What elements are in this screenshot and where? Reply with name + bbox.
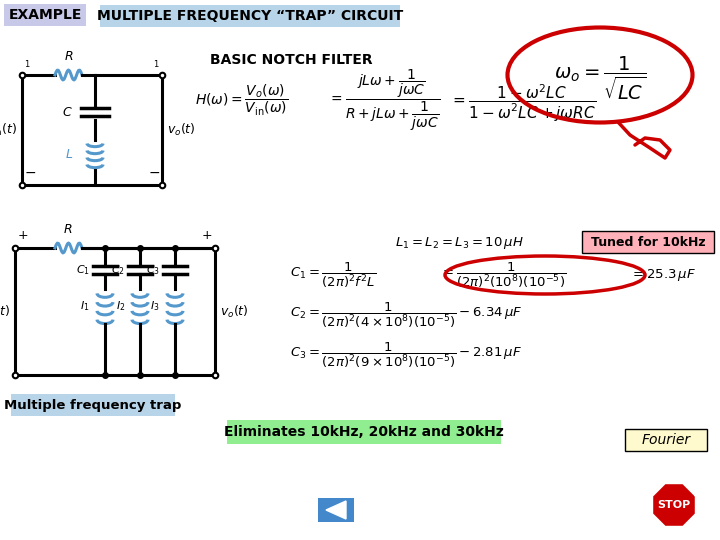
- Text: $H(\omega) = \dfrac{V_o(\omega)}{V_{\rm in}(\omega)}$: $H(\omega) = \dfrac{V_o(\omega)}{V_{\rm …: [195, 83, 288, 118]
- Text: $C_1$: $C_1$: [76, 263, 90, 277]
- Text: $v_o(t)$: $v_o(t)$: [167, 122, 196, 138]
- Text: $1$: $1$: [24, 58, 30, 69]
- Text: Tuned for 10kHz: Tuned for 10kHz: [590, 235, 706, 248]
- FancyBboxPatch shape: [318, 498, 354, 522]
- Text: $C_2 = \dfrac{1}{(2\pi)^2(4 \times 10^8)(10^{-5})} - 6.34\,\mu F$: $C_2 = \dfrac{1}{(2\pi)^2(4 \times 10^8)…: [290, 300, 522, 329]
- Text: $= \dfrac{jL\omega + \dfrac{1}{j\omega C}}{R + jL\omega + \dfrac{1}{j\omega C}}$: $= \dfrac{jL\omega + \dfrac{1}{j\omega C…: [328, 68, 441, 132]
- Text: $= \dfrac{1 - \omega^2 LC}{1 - \omega^2 LC + j\omega RC}$: $= \dfrac{1 - \omega^2 LC}{1 - \omega^2 …: [450, 83, 596, 124]
- Text: $I_3$: $I_3$: [150, 300, 160, 313]
- Text: $= 25.3\,\mu F$: $= 25.3\,\mu F$: [630, 267, 696, 283]
- Text: +: +: [18, 229, 29, 242]
- Text: $R$: $R$: [64, 50, 73, 63]
- FancyBboxPatch shape: [582, 231, 714, 253]
- Polygon shape: [652, 483, 696, 527]
- Text: +: +: [202, 229, 212, 242]
- Text: $C_3 = \dfrac{1}{(2\pi)^2(9 \times 10^8)(10^{-5})} - 2.81\,\mu F$: $C_3 = \dfrac{1}{(2\pi)^2(9 \times 10^8)…: [290, 340, 522, 370]
- Text: $C_2$: $C_2$: [111, 263, 125, 277]
- FancyBboxPatch shape: [4, 4, 86, 26]
- Text: $\omega_o = \dfrac{1}{\sqrt{LC}}$: $\omega_o = \dfrac{1}{\sqrt{LC}}$: [554, 55, 646, 102]
- Text: Fourier: Fourier: [642, 433, 690, 447]
- Text: STOP: STOP: [657, 500, 690, 510]
- Text: Eliminates 10kHz, 20kHz and 30kHz: Eliminates 10kHz, 20kHz and 30kHz: [224, 425, 504, 439]
- Text: $-$: $-$: [148, 165, 160, 179]
- Text: $R$: $R$: [63, 223, 73, 236]
- Text: $C$: $C$: [63, 105, 73, 118]
- Text: $L$: $L$: [65, 147, 73, 160]
- Text: MULTIPLE FREQUENCY “TRAP” CIRCUIT: MULTIPLE FREQUENCY “TRAP” CIRCUIT: [97, 9, 403, 23]
- Text: $v_{\rm in}(t)$: $v_{\rm in}(t)$: [0, 303, 10, 320]
- FancyBboxPatch shape: [11, 394, 175, 416]
- Text: $C_1 = \dfrac{1}{(2\pi)^2 f^2 L}$: $C_1 = \dfrac{1}{(2\pi)^2 f^2 L}$: [290, 260, 376, 289]
- FancyBboxPatch shape: [100, 5, 400, 27]
- Text: $v_o(t)$: $v_o(t)$: [220, 303, 248, 320]
- FancyBboxPatch shape: [227, 420, 501, 444]
- Polygon shape: [326, 501, 346, 519]
- FancyBboxPatch shape: [625, 429, 707, 451]
- Text: $I_1$: $I_1$: [81, 300, 90, 313]
- Text: BASIC NOTCH FILTER: BASIC NOTCH FILTER: [210, 53, 373, 67]
- Text: $= \dfrac{1}{(2\pi)^2(10^8)(10^{-5})}$: $= \dfrac{1}{(2\pi)^2(10^8)(10^{-5})}$: [440, 260, 567, 289]
- Text: $1$: $1$: [153, 58, 160, 69]
- Text: $L_1 = L_2 = L_3 = 10\,\mu H$: $L_1 = L_2 = L_3 = 10\,\mu H$: [395, 235, 523, 251]
- Text: EXAMPLE: EXAMPLE: [9, 8, 81, 22]
- Text: Multiple frequency trap: Multiple frequency trap: [4, 399, 181, 411]
- Text: $-$: $-$: [24, 165, 36, 179]
- Text: $C_3$: $C_3$: [146, 263, 160, 277]
- Text: $v_{\rm in}(t)$: $v_{\rm in}(t)$: [0, 122, 17, 138]
- Text: $I_2$: $I_2$: [116, 300, 125, 313]
